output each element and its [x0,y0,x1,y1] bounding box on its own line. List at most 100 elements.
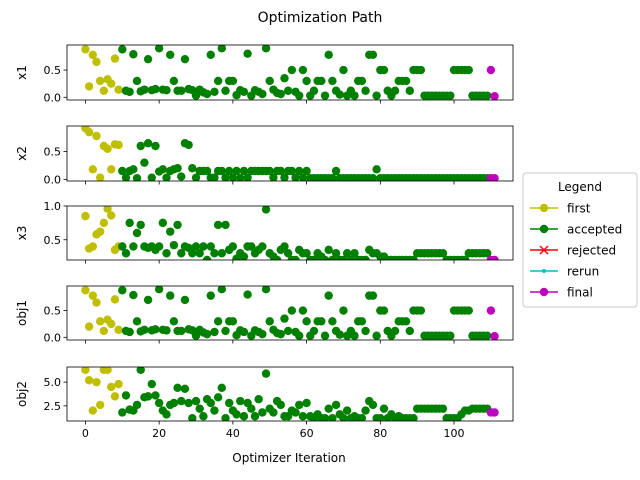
point-accepted [210,406,219,415]
point-accepted [287,65,297,75]
point-accepted [368,50,378,59]
x-tick-label: 80 [373,427,387,440]
point-accepted [121,173,131,181]
x-axis-label: Optimizer Iteration [232,451,345,465]
point-final [490,255,499,260]
point-first [103,206,112,213]
point-accepted [291,255,300,260]
point-accepted [221,173,230,181]
point-accepted [287,166,297,176]
point-accepted [125,87,134,97]
point-accepted [250,412,260,421]
point-accepted [210,87,219,97]
point-accepted [361,255,370,260]
point-accepted [379,306,389,315]
legend-entry-final: final [530,286,593,300]
point-accepted [331,400,341,410]
data-points [81,206,499,260]
point-accepted [221,86,230,95]
point-accepted [324,50,333,59]
point-accepted [272,255,282,260]
point-accepted [339,306,348,315]
point-final [490,91,499,100]
point-accepted [217,286,227,294]
point-accepted [243,173,252,181]
point-accepted [339,413,348,421]
point-accepted [438,249,448,258]
point-accepted [302,317,311,326]
legend-marker-first [539,203,549,213]
point-accepted [265,317,274,326]
point-accepted [342,406,352,415]
point-accepted [243,49,252,58]
point-accepted [199,242,208,251]
point-accepted [324,291,333,300]
point-accepted [228,242,238,251]
point-accepted [276,400,285,410]
point-accepted [247,404,256,413]
point-accepted [206,50,215,59]
point-final [490,408,499,417]
point-accepted [269,408,278,417]
point-accepted [129,50,138,59]
point-accepted [295,91,304,100]
point-accepted [121,391,131,400]
point-accepted [213,393,223,402]
point-accepted [140,85,149,94]
point-accepted [317,76,326,86]
legend-frame [522,172,638,308]
point-accepted [350,91,359,100]
point-accepted [342,249,352,258]
point-first [114,85,123,94]
point-accepted [483,249,492,258]
point-accepted [335,330,344,339]
point-first [99,326,109,336]
point-accepted [224,166,234,176]
point-accepted [118,166,127,176]
legend-entry-first: first [530,202,591,216]
x-tick-label: 40 [226,427,240,440]
point-accepted [258,89,267,99]
point-accepted [405,86,414,95]
point-accepted [217,383,227,393]
point-accepted [177,86,186,95]
legend-title: Legend [558,180,602,194]
point-first [107,382,116,392]
point-accepted [125,327,134,337]
point-accepted [446,91,455,100]
legend-label-rerun: rerun [567,265,599,279]
point-first [95,317,105,326]
point-accepted [324,245,333,255]
point-accepted [188,164,197,173]
point-first [88,50,98,59]
point-accepted [280,173,289,181]
point-accepted [143,392,153,401]
point-final [486,306,496,315]
point-accepted [177,326,186,336]
y-tick-label: 0.5 [44,305,62,318]
point-accepted [302,76,311,86]
y-tick-label: 0.0 [44,91,62,104]
point-accepted [376,413,385,421]
point-accepted [180,384,190,393]
point-accepted [206,291,215,300]
point-accepted [269,173,278,181]
subplot-x2: 0.0 0.5 x2 [15,125,514,186]
y-tick-label: 0.0 [44,173,62,186]
point-accepted [136,367,145,375]
point-accepted [416,65,426,75]
point-accepted [283,86,293,95]
point-accepted [143,54,153,64]
point-accepted [162,410,171,419]
y-axis-label: obj2 [15,381,29,407]
point-accepted [154,45,164,53]
point-accepted [221,220,230,230]
subplot-panels: 0.0 0.5 x1 0.0 0.5 x2 0.5 1.0 x3 0.0 0.5 obj1 2.5 5.0… [15,44,514,440]
point-first [103,144,112,153]
point-accepted [195,404,204,413]
point-accepted [166,291,175,300]
point-accepted [180,54,190,64]
point-first [88,165,98,174]
x-tick-label: 0 [82,427,89,440]
point-accepted [295,331,304,340]
